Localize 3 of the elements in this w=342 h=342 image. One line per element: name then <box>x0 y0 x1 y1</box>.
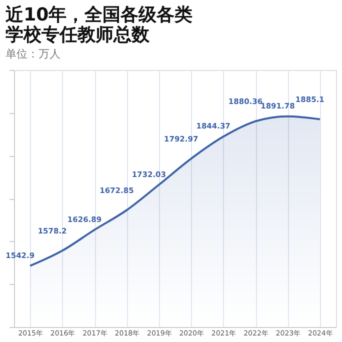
text: 学校专任教师总数 <box>6 24 150 46</box>
chart-subtitle: 单位：万人 <box>6 48 61 60</box>
text: 近10年，全国各级各类 <box>6 4 193 26</box>
